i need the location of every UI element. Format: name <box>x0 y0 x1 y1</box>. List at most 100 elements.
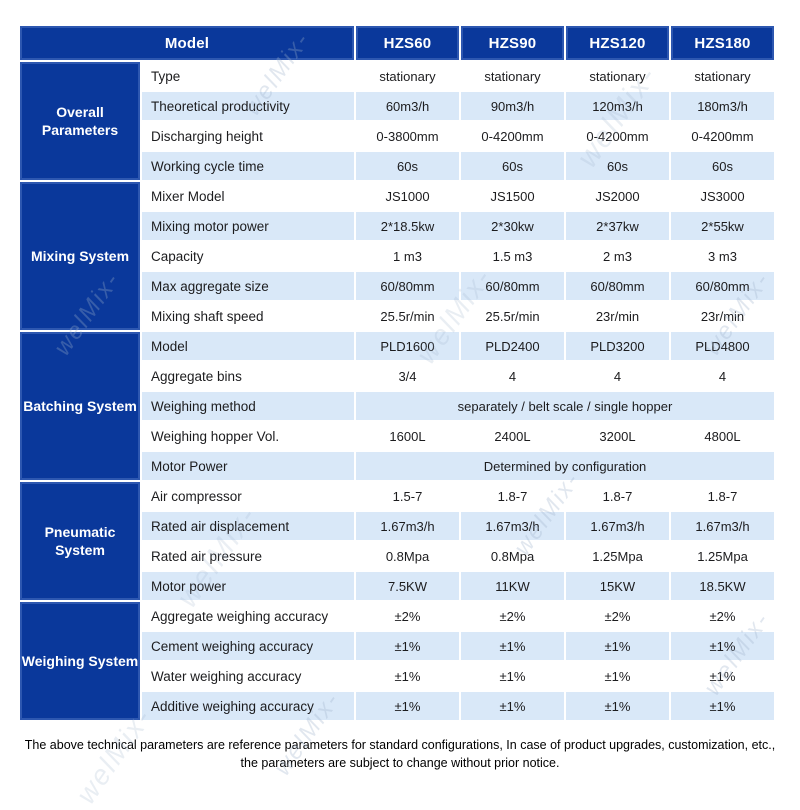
value-cell: 1.8-7 <box>461 482 564 510</box>
value-cell: 0.8Mpa <box>461 542 564 570</box>
table-row: Motor power 7.5KW 11KW 15KW 18.5KW <box>20 572 774 600</box>
value-cell: 1600L <box>356 422 459 450</box>
table-row: Pneumatic System Air compressor 1.5-7 1.… <box>20 482 774 600</box>
value-cell: JS1500 <box>461 182 564 210</box>
value-cell: 25.5r/min <box>461 302 564 330</box>
value-cell: 1.8-7 <box>671 482 774 510</box>
value-cell: 0-4200mm <box>566 122 669 150</box>
value-cell: ±2% <box>671 602 774 630</box>
table-row: Working cycle time 60s 60s 60s 60s <box>20 152 774 180</box>
row-label: Rated air displacement <box>142 512 354 540</box>
group-overall-parameters: Overall Parameters <box>20 62 140 180</box>
value-cell: 4 <box>566 362 669 390</box>
table-row: Overall Parameters Type stationary stati… <box>20 62 774 180</box>
value-cell: 60/80mm <box>566 272 669 300</box>
table-row: Water weighing accuracy ±1% ±1% ±1% ±1% <box>20 662 774 690</box>
row-label: Motor power <box>142 572 354 600</box>
value-cell: ±1% <box>461 632 564 660</box>
table-row: Cement weighing accuracy ±1% ±1% ±1% ±1% <box>20 632 774 660</box>
row-label: Working cycle time <box>142 152 354 180</box>
value-cell: ±1% <box>356 632 459 660</box>
table-row: Max aggregate size 60/80mm 60/80mm 60/80… <box>20 272 774 300</box>
row-label: Additive weighing accuracy <box>142 692 354 720</box>
header-model: Model <box>20 26 354 60</box>
value-cell: 18.5KW <box>671 572 774 600</box>
value-cell: 180m3/h <box>671 92 774 120</box>
value-cell: 1.25Mpa <box>566 542 669 570</box>
value-cell: 0-4200mm <box>461 122 564 150</box>
row-label: Type <box>142 62 354 90</box>
value-cell: 2*37kw <box>566 212 669 240</box>
row-label: Rated air pressure <box>142 542 354 570</box>
table-row: Weighing method separately / belt scale … <box>20 392 774 420</box>
value-cell: JS3000 <box>671 182 774 210</box>
row-label: Aggregate bins <box>142 362 354 390</box>
value-cell: 60/80mm <box>461 272 564 300</box>
value-cell: 60s <box>461 152 564 180</box>
value-cell: ±1% <box>461 662 564 690</box>
col-header-hzs90: HZS90 <box>461 26 564 60</box>
row-label: Weighing method <box>142 392 354 420</box>
group-pneumatic-system: Pneumatic System <box>20 482 140 600</box>
value-cell: JS2000 <box>566 182 669 210</box>
value-cell: 25.5r/min <box>356 302 459 330</box>
value-cell: 1.25Mpa <box>671 542 774 570</box>
row-label: Motor Power <box>142 452 354 480</box>
value-cell: 60m3/h <box>356 92 459 120</box>
value-cell: ±2% <box>356 602 459 630</box>
value-cell: ±1% <box>566 632 669 660</box>
value-cell: 2*55kw <box>671 212 774 240</box>
row-label: Capacity <box>142 242 354 270</box>
value-cell: 1.5 m3 <box>461 242 564 270</box>
value-cell: 15KW <box>566 572 669 600</box>
row-label: Cement weighing accuracy <box>142 632 354 660</box>
group-mixing-system: Mixing System <box>20 182 140 330</box>
col-header-hzs60: HZS60 <box>356 26 459 60</box>
value-cell: 23r/min <box>671 302 774 330</box>
value-cell: stationary <box>356 62 459 90</box>
table-row: Capacity 1 m3 1.5 m3 2 m3 3 m3 <box>20 242 774 270</box>
value-cell: 0-4200mm <box>671 122 774 150</box>
value-cell: 1.8-7 <box>566 482 669 510</box>
value-cell: 90m3/h <box>461 92 564 120</box>
value-cell: 7.5KW <box>356 572 459 600</box>
value-cell: ±2% <box>461 602 564 630</box>
value-cell: 60s <box>671 152 774 180</box>
table-row: Mixing shaft speed 25.5r/min 25.5r/min 2… <box>20 302 774 330</box>
value-cell: 3/4 <box>356 362 459 390</box>
value-cell: PLD3200 <box>566 332 669 360</box>
spanning-value-cell: separately / belt scale / single hopper <box>356 392 774 420</box>
value-cell: 23r/min <box>566 302 669 330</box>
value-cell: ±1% <box>671 632 774 660</box>
value-cell: 2*18.5kw <box>356 212 459 240</box>
value-cell: 1.67m3/h <box>566 512 669 540</box>
group-batching-system: Batching System <box>20 332 140 480</box>
value-cell: ±1% <box>566 662 669 690</box>
row-label: Theoretical productivity <box>142 92 354 120</box>
table-row: Motor Power Determined by configuration <box>20 452 774 480</box>
footer-note-line1: The above technical parameters are refer… <box>24 738 776 752</box>
value-cell: ±2% <box>566 602 669 630</box>
value-cell: JS1000 <box>356 182 459 210</box>
value-cell: ±1% <box>566 692 669 720</box>
value-cell: 11KW <box>461 572 564 600</box>
table-row: Aggregate bins 3/4 4 4 4 <box>20 362 774 390</box>
value-cell: 1.67m3/h <box>356 512 459 540</box>
spec-table: Model HZS60 HZS90 HZS120 HZS180 Overall … <box>18 24 776 722</box>
value-cell: PLD4800 <box>671 332 774 360</box>
value-cell: 60/80mm <box>356 272 459 300</box>
table-row: Mixing motor power 2*18.5kw 2*30kw 2*37k… <box>20 212 774 240</box>
footer-note-line2: the parameters are subject to change wit… <box>240 756 560 771</box>
value-cell: 0-3800mm <box>356 122 459 150</box>
footer-note: The above technical parameters are refer… <box>0 736 800 772</box>
value-cell: stationary <box>461 62 564 90</box>
value-cell: 2400L <box>461 422 564 450</box>
row-label: Aggregate weighing accuracy <box>142 602 354 630</box>
value-cell: 1.5-7 <box>356 482 459 510</box>
table-row: Mixing System Mixer Model JS1000 JS1500 … <box>20 182 774 330</box>
value-cell: 60/80mm <box>671 272 774 300</box>
value-cell: 2 m3 <box>566 242 669 270</box>
value-cell: 4 <box>461 362 564 390</box>
value-cell: 3200L <box>566 422 669 450</box>
table-row: Rated air displacement 1.67m3/h 1.67m3/h… <box>20 512 774 540</box>
